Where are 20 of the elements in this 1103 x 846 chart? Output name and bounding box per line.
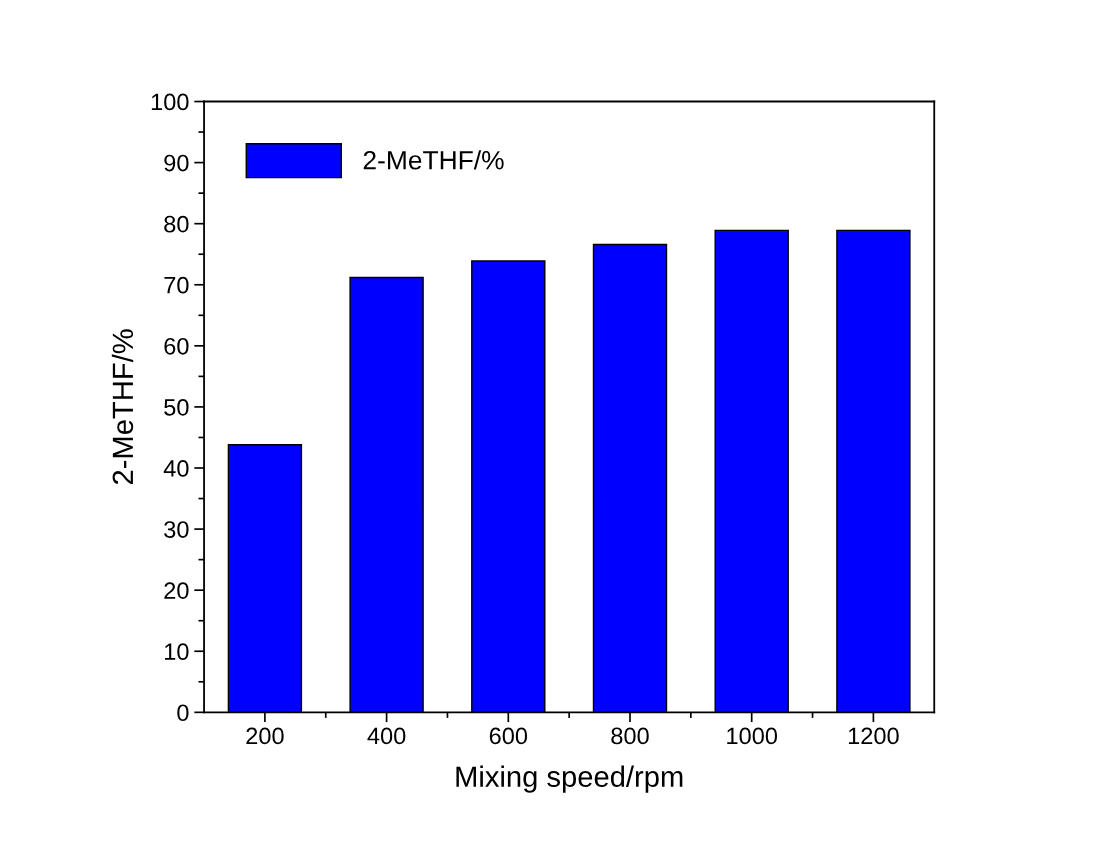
- y-tick-label: 90: [164, 154, 189, 172]
- y-tick-label: 40: [163, 460, 189, 477]
- x-tick-label: 800: [611, 727, 649, 745]
- x-tick-label: 400: [367, 727, 406, 745]
- y-tick-label: 60: [164, 337, 189, 355]
- y-tick-label: 70: [164, 276, 189, 294]
- legend-label: 2-MeTHF/%: [363, 150, 504, 170]
- y-tick-label: 30: [164, 521, 189, 538]
- y-tick-label: 0: [177, 704, 189, 722]
- x-tick-label: 600: [489, 727, 528, 745]
- y-tick-label: 10: [165, 643, 189, 661]
- x-tick-label: 200: [246, 727, 284, 745]
- x-tick-label: 1200: [848, 727, 899, 745]
- y-axis-title: 2-MeTHF/%: [111, 329, 134, 485]
- x-tick-label: 1000: [727, 727, 778, 745]
- y-tick-label: 20: [164, 582, 189, 599]
- y-tick-label: 80: [164, 215, 189, 233]
- y-tick-label: 100: [151, 93, 189, 111]
- y-tick-label: 50: [164, 398, 189, 416]
- x-axis-title: Mixing speed/rpm: [456, 765, 683, 793]
